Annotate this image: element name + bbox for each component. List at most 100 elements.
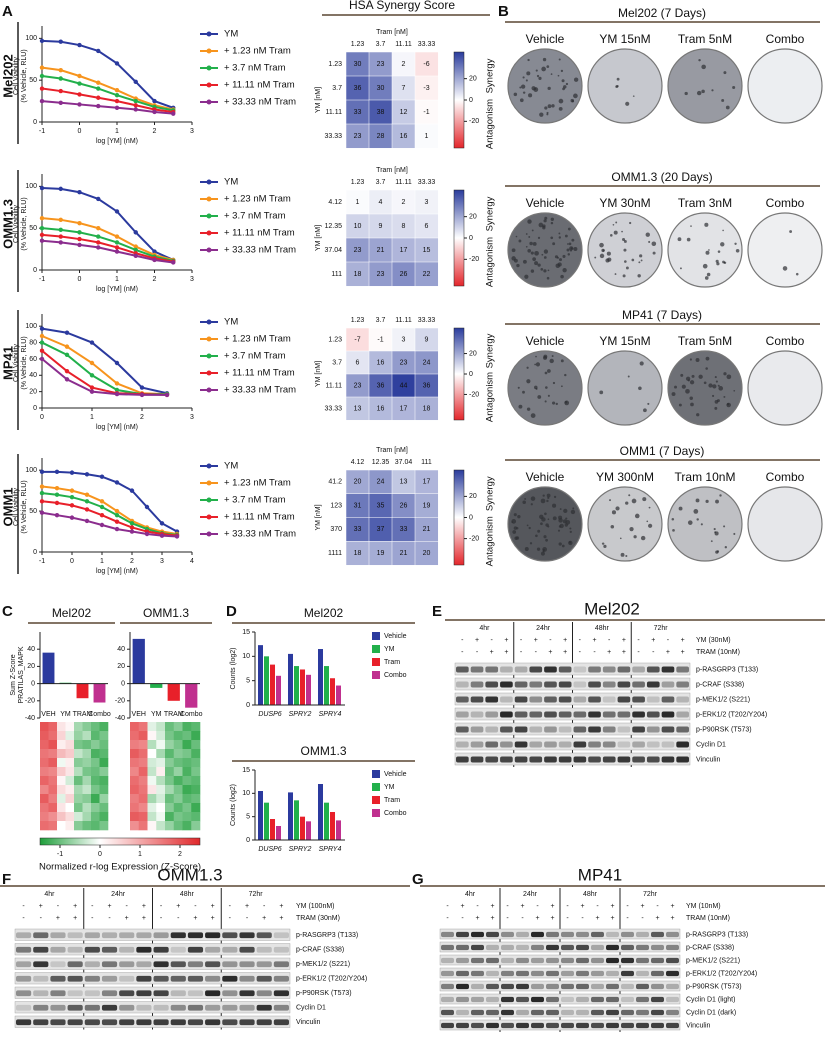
band — [602, 666, 616, 673]
protein-label: p-RASGRP3 (T133) — [296, 932, 358, 939]
ym-sign: + — [550, 903, 554, 910]
colony — [715, 550, 719, 554]
point — [129, 521, 135, 526]
ym-sign: + — [580, 903, 584, 910]
band — [273, 961, 289, 968]
colony — [525, 79, 528, 82]
band — [661, 756, 675, 763]
band — [205, 1004, 221, 1011]
band — [606, 1009, 619, 1016]
band — [84, 932, 100, 939]
band — [16, 1004, 32, 1011]
heatmap-cell — [99, 776, 109, 786]
colony — [632, 95, 635, 97]
colony — [615, 506, 620, 511]
row-label: 111 — [331, 271, 342, 278]
band — [621, 1009, 634, 1016]
blot-title: Mel202 — [584, 599, 640, 618]
heatmap-cell — [130, 794, 140, 804]
band — [187, 1004, 204, 1011]
band — [561, 996, 574, 1003]
point — [96, 103, 101, 109]
band — [119, 932, 135, 939]
band — [50, 1019, 66, 1026]
colony — [519, 98, 524, 103]
cell-label: 23 — [400, 359, 408, 366]
tram-sign: + — [262, 915, 266, 922]
band — [636, 970, 649, 977]
band — [441, 1009, 454, 1016]
point — [64, 330, 70, 335]
bar — [330, 678, 335, 705]
time-label: 48hr — [180, 891, 195, 898]
colony — [689, 358, 692, 361]
x-tick-label: TRAM — [164, 711, 184, 718]
heatmap-cell — [40, 803, 49, 813]
colony — [612, 223, 615, 226]
band — [205, 1019, 221, 1026]
colony — [638, 261, 641, 264]
heatmap-cell — [165, 776, 175, 786]
x-tick-label: 3 — [190, 276, 194, 283]
heatmap-cell — [130, 731, 140, 741]
legend-swatch — [372, 671, 380, 679]
point — [114, 387, 120, 393]
blot-strip — [454, 662, 691, 676]
band — [456, 1022, 469, 1029]
colorbar-label: Synergy — [485, 333, 496, 368]
cell-label: 36 — [377, 382, 385, 389]
colony — [695, 358, 700, 362]
band — [602, 711, 616, 718]
band — [470, 711, 484, 718]
point — [129, 525, 135, 530]
colony — [547, 104, 552, 109]
colony — [522, 259, 527, 264]
band — [588, 756, 601, 763]
heatmap-cell — [156, 731, 166, 741]
band — [632, 681, 645, 688]
band — [666, 1009, 679, 1016]
heatmap-cell — [40, 767, 49, 777]
band — [661, 681, 675, 688]
band — [588, 741, 601, 748]
band — [33, 1019, 49, 1026]
colony — [701, 89, 705, 94]
colony — [535, 534, 538, 538]
band — [588, 711, 601, 718]
heatmap-cell — [147, 812, 157, 822]
time-label: 72hr — [654, 625, 669, 632]
band — [441, 996, 454, 1003]
protein-label: Vinculin — [696, 756, 720, 763]
band — [621, 1022, 634, 1029]
band — [588, 681, 601, 688]
point — [58, 67, 63, 73]
point — [144, 504, 150, 510]
cell-label: 9 — [379, 223, 383, 230]
legend-marker — [206, 31, 212, 37]
heatmap-cell — [57, 794, 66, 804]
bar — [294, 666, 299, 705]
y-tick-label: 100 — [25, 323, 37, 330]
legend-label: + 1.23 nM Tram — [224, 334, 291, 345]
tram-sign: + — [622, 649, 626, 656]
heatmap-cell — [99, 767, 109, 777]
line — [41, 233, 174, 263]
colony — [715, 499, 719, 504]
heatmap-cell — [91, 722, 100, 732]
line — [41, 485, 178, 535]
legend-label: YM — [384, 784, 395, 791]
tram-sign: + — [56, 915, 60, 922]
band — [576, 931, 589, 938]
colony — [642, 497, 647, 502]
colony — [640, 535, 646, 541]
point — [39, 469, 45, 475]
heatmap-cell — [40, 785, 49, 795]
band — [676, 756, 689, 763]
colony — [544, 400, 547, 403]
cell-label: 18 — [354, 271, 362, 278]
colony — [518, 404, 523, 409]
band — [544, 756, 557, 763]
tram-sign: + — [73, 915, 77, 922]
time-label: 48hr — [595, 625, 610, 632]
band — [646, 666, 660, 673]
